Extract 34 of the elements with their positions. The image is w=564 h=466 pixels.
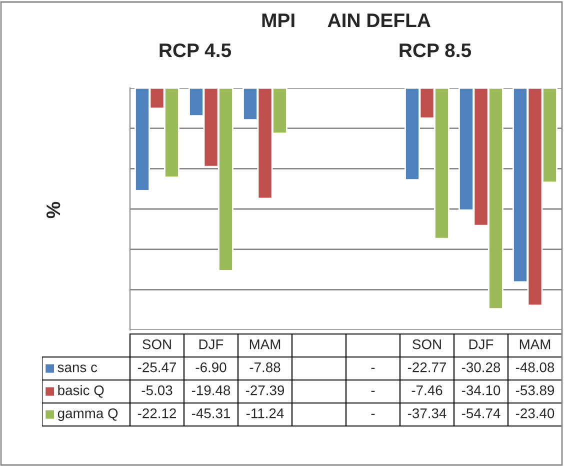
x-tick-label: DJF <box>469 340 494 350</box>
x-tick-label: SON <box>142 339 171 350</box>
text: - <box>371 414 375 415</box>
legend-label: sans c <box>58 364 98 372</box>
data-label: -45.31 <box>192 408 230 418</box>
data-label: -7.88 <box>250 362 280 372</box>
x-tick-label: SON <box>412 339 441 350</box>
x-tick-label: MAM <box>520 340 550 350</box>
data-label: -27.39 <box>246 385 284 396</box>
text: RCP 4.5 <box>160 43 232 58</box>
data-label: -22.77 <box>408 362 446 372</box>
chart-title: MPI AIN DEFLA <box>262 14 430 28</box>
y-axis-title: % <box>46 202 60 218</box>
data-label: -23.40 <box>516 408 554 418</box>
data-label: -19.48 <box>192 385 230 396</box>
data-label: -48.08 <box>516 362 554 372</box>
data-label: -5.03 <box>142 385 172 396</box>
data-label: -30.28 <box>462 362 500 372</box>
data-label: -53.89 <box>516 385 554 396</box>
data-label: -7.46 <box>412 385 442 396</box>
text: RCP 8.5 <box>400 43 472 58</box>
data-label: -11.24 <box>246 408 284 418</box>
text: - <box>371 390 375 392</box>
data-label: -22.12 <box>138 408 176 418</box>
x-tick-label: MAM <box>250 340 280 350</box>
text: - <box>371 368 375 369</box>
x-tick-label: DJF <box>199 340 224 350</box>
data-label: -25.47 <box>138 362 176 372</box>
data-label: -34.10 <box>462 385 500 396</box>
data-label: -6.90 <box>196 362 226 372</box>
data-label: -54.74 <box>462 408 500 418</box>
legend-label: basic Q <box>58 385 104 398</box>
data-label: -37.34 <box>408 408 446 418</box>
legend-label: gamma Q <box>58 408 118 421</box>
